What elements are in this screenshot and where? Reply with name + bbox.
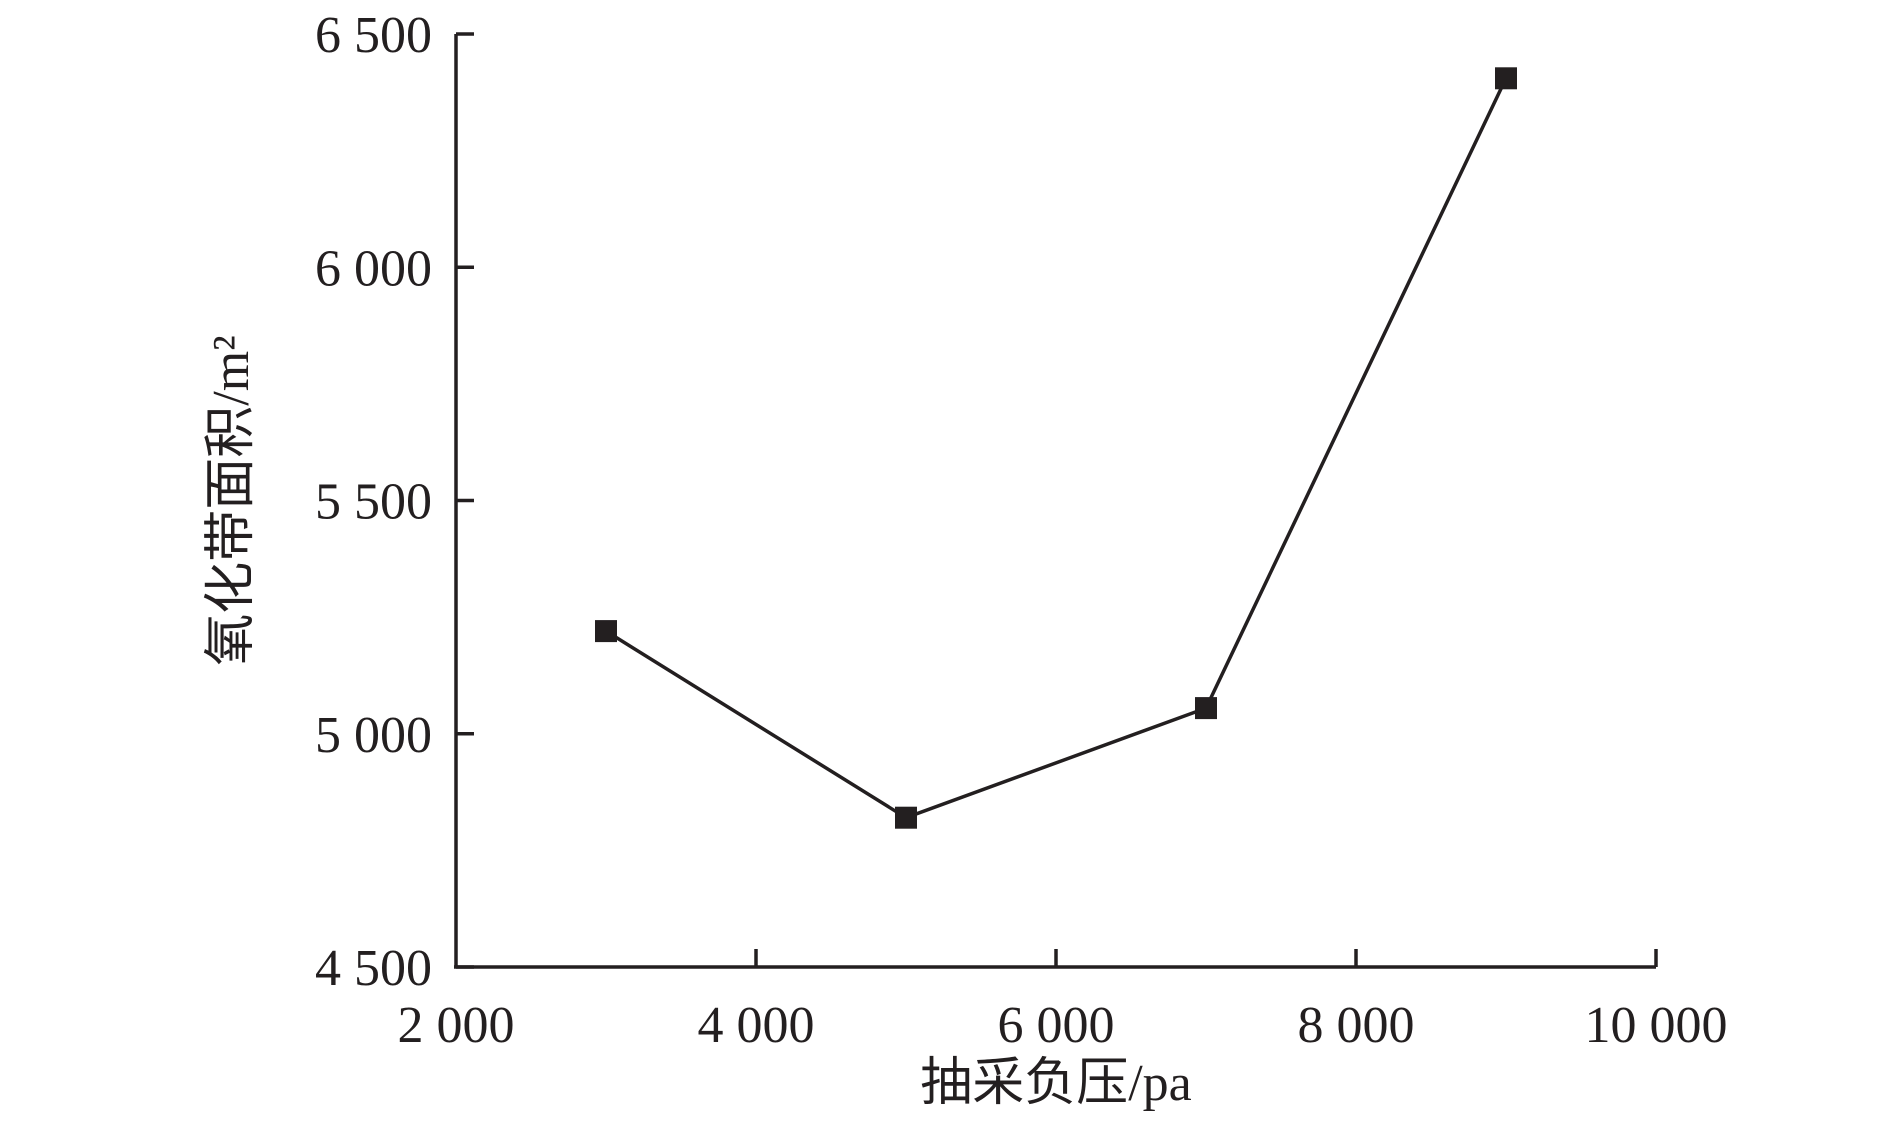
y-tick-label: 5 000: [315, 707, 432, 764]
x-tick-label: 6 000: [998, 997, 1115, 1054]
series-line: [605, 77, 1508, 820]
x-axis-title: 抽采负压/pa: [920, 1055, 1192, 1112]
ticks: 4 500 5 000 5 500 6 000 6 500 2 000 4 000 6 000…: [315, 7, 1728, 1054]
y-tick-label: 6 500: [315, 7, 432, 64]
data-point-marker: [1495, 67, 1517, 90]
x-tick-label: 8 000: [1298, 997, 1415, 1054]
series: [595, 67, 1517, 829]
y-tick-label: 4 500: [315, 940, 432, 997]
x-tick-label: 2 000: [398, 997, 515, 1054]
data-point-marker: [595, 620, 617, 643]
y-tick-label: 5 500: [315, 474, 432, 531]
axes: [454, 34, 1656, 969]
x-tick-label: 10 000: [1585, 997, 1728, 1054]
x-tick-label: 4 000: [698, 997, 815, 1054]
data-point-marker: [1195, 697, 1217, 720]
data-point-marker: [895, 806, 917, 829]
y-axis-title: 氧化带面积/m²: [203, 335, 260, 666]
y-tick-label: 6 000: [315, 240, 432, 297]
